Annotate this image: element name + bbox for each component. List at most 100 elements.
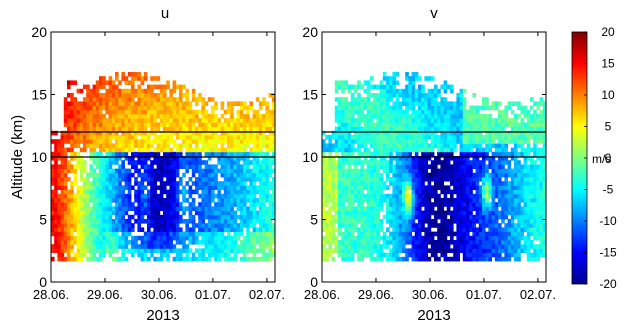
- heatmap-cell: [233, 122, 237, 127]
- heatmap-cell: [501, 202, 505, 207]
- heatmap-cell: [530, 193, 534, 199]
- heatmap-cell: [127, 219, 132, 224]
- heatmap-cell: [366, 109, 371, 115]
- heatmap-cell: [462, 177, 467, 182]
- heatmap-cell: [134, 248, 138, 253]
- heatmap-cell: [398, 202, 403, 207]
- heatmap-cell: [344, 122, 348, 127]
- heatmap-cell: [108, 143, 113, 148]
- heatmap-cell: [376, 227, 380, 232]
- heatmap-cell: [405, 181, 409, 186]
- heatmap-cell: [462, 219, 467, 224]
- heatmap-cell: [268, 93, 273, 98]
- heatmap-cell: [354, 193, 358, 199]
- heatmap-cell: [99, 80, 103, 85]
- heatmap-cell: [504, 235, 508, 241]
- heatmap-cell: [418, 244, 422, 249]
- heatmap-cell: [533, 172, 537, 178]
- heatmap-cell: [507, 202, 512, 207]
- heatmap-cell: [530, 214, 534, 220]
- heatmap-cell: [322, 193, 326, 199]
- heatmap-cell: [143, 105, 148, 111]
- heatmap-cell: [456, 156, 460, 161]
- heatmap-cell: [530, 177, 534, 182]
- heatmap-cell: [265, 189, 269, 195]
- heatmap-cell: [127, 143, 132, 148]
- heatmap-cell: [271, 223, 276, 228]
- heatmap-cell: [533, 122, 537, 127]
- heatmap-cell: [341, 177, 345, 182]
- heatmap-cell: [166, 244, 170, 249]
- heatmap-cell: [207, 177, 212, 182]
- heatmap-cell: [54, 248, 58, 253]
- heatmap-cell: [373, 172, 377, 178]
- heatmap-cell: [494, 118, 499, 123]
- heatmap-cell: [453, 135, 457, 140]
- heatmap-cell: [70, 147, 74, 153]
- heatmap-cell: [243, 198, 247, 203]
- heatmap-cell: [530, 126, 534, 132]
- heatmap-cell: [201, 240, 205, 245]
- heatmap-cell: [398, 168, 403, 174]
- heatmap-cell: [386, 76, 390, 81]
- heatmap-cell: [389, 160, 393, 165]
- heatmap-cell: [99, 122, 103, 127]
- heatmap-cell: [533, 147, 537, 153]
- heatmap-cell: [485, 135, 489, 140]
- heatmap-cell: [111, 143, 116, 148]
- heatmap-cell: [156, 198, 161, 203]
- heatmap-cell: [166, 193, 170, 199]
- heatmap-cell: [411, 72, 416, 77]
- heatmap-cell: [118, 244, 122, 249]
- heatmap-cell: [243, 235, 247, 241]
- heatmap-cell: [134, 93, 138, 98]
- heatmap-cell: [450, 198, 454, 203]
- heatmap-cell: [414, 126, 419, 132]
- heatmap-cell: [395, 240, 400, 245]
- heatmap-cell: [252, 168, 257, 174]
- heatmap-cell: [402, 97, 406, 102]
- heatmap-cell: [450, 122, 454, 127]
- heatmap-cell: [526, 252, 531, 258]
- heatmap-cell: [239, 193, 244, 199]
- heatmap-cell: [51, 202, 55, 207]
- heatmap-cell: [108, 248, 113, 253]
- heatmap-cell: [469, 219, 473, 224]
- heatmap-cell: [402, 227, 406, 232]
- heatmap-cell: [255, 139, 260, 144]
- heatmap-cell: [134, 76, 138, 81]
- heatmap-cell: [373, 193, 377, 199]
- heatmap-cell: [494, 244, 499, 249]
- heatmap-cell: [172, 206, 177, 211]
- heatmap-cell: [191, 227, 196, 232]
- heatmap-cell: [459, 248, 464, 253]
- heatmap-cell: [536, 126, 540, 132]
- heatmap-cell: [236, 126, 241, 132]
- heatmap-cell: [539, 185, 544, 190]
- heatmap-cell: [102, 160, 106, 165]
- heatmap-cell: [153, 189, 157, 195]
- heatmap-cell: [427, 181, 432, 186]
- heatmap-cell: [153, 101, 157, 106]
- heatmap-cell: [143, 72, 148, 77]
- heatmap-cell: [118, 235, 122, 241]
- heatmap-cell: [354, 210, 358, 216]
- heatmap-cell: [121, 109, 125, 115]
- heatmap-cell: [92, 168, 97, 174]
- heatmap-cell: [172, 177, 177, 182]
- heatmap-cell: [334, 189, 339, 195]
- heatmap-cell: [523, 223, 528, 228]
- heatmap-cell: [517, 248, 521, 253]
- heatmap-cell: [198, 219, 202, 224]
- heatmap-cell: [57, 248, 61, 253]
- heatmap-cell: [395, 156, 400, 161]
- heatmap-cell: [172, 88, 177, 94]
- heatmap-cell: [172, 118, 177, 123]
- heatmap-cell: [414, 147, 419, 153]
- heatmap-cell: [223, 156, 228, 161]
- heatmap-cell: [338, 114, 342, 119]
- heatmap-cell: [259, 244, 263, 249]
- heatmap-cell: [95, 130, 100, 136]
- heatmap-cell: [243, 168, 247, 174]
- heatmap-cell: [252, 223, 257, 228]
